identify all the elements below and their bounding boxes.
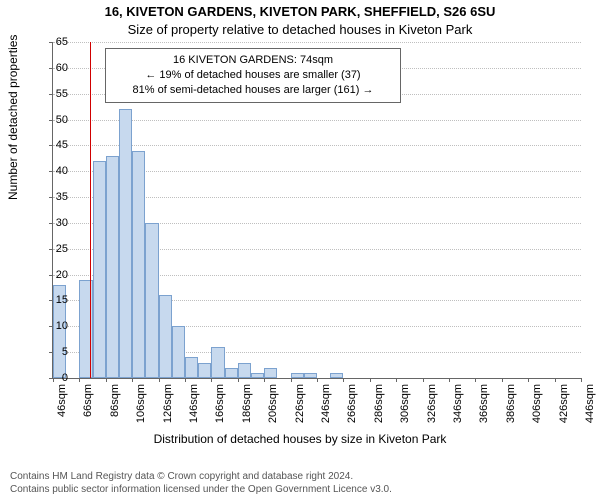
y-tick-label: 65 (28, 36, 68, 48)
gridline (53, 120, 581, 121)
x-tick-label: 226sqm (294, 384, 306, 423)
annotation-title: 16 KIVETON GARDENS: 74sqm (114, 53, 392, 68)
x-tick-mark (475, 378, 476, 382)
annotation-larger: 81% of semi-detached houses are larger (… (114, 83, 392, 98)
x-tick-label: 386sqm (505, 384, 517, 423)
histogram-bar (198, 363, 211, 379)
x-tick-label: 206sqm (267, 384, 279, 423)
x-tick-mark (159, 378, 160, 382)
x-tick-label: 286sqm (373, 384, 385, 423)
x-tick-label: 126sqm (162, 384, 174, 423)
histogram-bar (264, 368, 277, 378)
histogram-bar (185, 357, 198, 378)
x-tick-mark (238, 378, 239, 382)
x-tick-mark (370, 378, 371, 382)
x-tick-label: 86sqm (109, 384, 121, 417)
x-tick-mark (291, 378, 292, 382)
footer-line-1: Contains HM Land Registry data © Crown c… (10, 470, 590, 483)
y-tick-label: 5 (28, 346, 68, 358)
histogram-bar (172, 326, 185, 378)
y-tick-label: 0 (28, 372, 68, 384)
x-tick-label: 166sqm (214, 384, 226, 423)
x-tick-mark (581, 378, 582, 382)
histogram-chart: 16, KIVETON GARDENS, KIVETON PARK, SHEFF… (0, 0, 600, 500)
y-tick-label: 30 (28, 217, 68, 229)
x-tick-mark (502, 378, 503, 382)
x-tick-label: 106sqm (135, 384, 147, 423)
x-tick-mark (317, 378, 318, 382)
footer-line-2: Contains public sector information licen… (10, 483, 590, 496)
chart-subtitle: Size of property relative to detached ho… (0, 22, 600, 37)
x-tick-label: 186sqm (241, 384, 253, 423)
y-tick-label: 10 (28, 320, 68, 332)
x-tick-mark (132, 378, 133, 382)
x-tick-mark (79, 378, 80, 382)
histogram-bar (145, 223, 158, 378)
histogram-bar (304, 373, 317, 378)
x-tick-mark (343, 378, 344, 382)
reference-line (90, 42, 91, 378)
histogram-bar (211, 347, 224, 378)
x-tick-label: 146sqm (188, 384, 200, 423)
plot-area: 16 KIVETON GARDENS: 74sqm ← 19% of detac… (52, 42, 581, 379)
gridline (53, 145, 581, 146)
y-tick-label: 35 (28, 191, 68, 203)
annotation-smaller: ← 19% of detached houses are smaller (37… (114, 68, 392, 83)
x-tick-label: 446sqm (584, 384, 596, 423)
y-tick-label: 25 (28, 243, 68, 255)
y-tick-label: 15 (28, 294, 68, 306)
histogram-bar (251, 373, 264, 378)
histogram-bar (159, 295, 172, 378)
x-tick-label: 346sqm (452, 384, 464, 423)
y-tick-label: 20 (28, 269, 68, 281)
y-tick-label: 45 (28, 139, 68, 151)
x-tick-label: 306sqm (399, 384, 411, 423)
histogram-bar (330, 373, 343, 378)
histogram-bar (238, 363, 251, 379)
x-tick-mark (211, 378, 212, 382)
x-axis-label: Distribution of detached houses by size … (0, 432, 600, 446)
x-tick-mark (185, 378, 186, 382)
y-tick-label: 55 (28, 88, 68, 100)
x-tick-label: 66sqm (82, 384, 94, 417)
x-tick-label: 366sqm (478, 384, 490, 423)
chart-title: 16, KIVETON GARDENS, KIVETON PARK, SHEFF… (0, 4, 600, 19)
footer-attribution: Contains HM Land Registry data © Crown c… (10, 470, 590, 496)
x-tick-mark (423, 378, 424, 382)
histogram-bar (119, 109, 132, 378)
annotation-box: 16 KIVETON GARDENS: 74sqm ← 19% of detac… (105, 48, 401, 103)
x-tick-mark (449, 378, 450, 382)
x-tick-label: 406sqm (531, 384, 543, 423)
y-tick-label: 40 (28, 165, 68, 177)
x-tick-mark (528, 378, 529, 382)
x-tick-label: 246sqm (320, 384, 332, 423)
histogram-bar (106, 156, 119, 378)
x-tick-mark (396, 378, 397, 382)
x-tick-mark (106, 378, 107, 382)
y-tick-label: 60 (28, 62, 68, 74)
x-tick-label: 426sqm (558, 384, 570, 423)
histogram-bar (225, 368, 238, 378)
y-axis-label: Number of detached properties (6, 35, 20, 200)
x-tick-mark (555, 378, 556, 382)
x-tick-label: 46sqm (56, 384, 68, 417)
histogram-bar (132, 151, 145, 378)
histogram-bar (291, 373, 304, 378)
histogram-bar (93, 161, 106, 378)
gridline (53, 42, 581, 43)
x-tick-label: 266sqm (346, 384, 358, 423)
y-tick-label: 50 (28, 114, 68, 126)
x-tick-label: 326sqm (426, 384, 438, 423)
x-tick-mark (264, 378, 265, 382)
